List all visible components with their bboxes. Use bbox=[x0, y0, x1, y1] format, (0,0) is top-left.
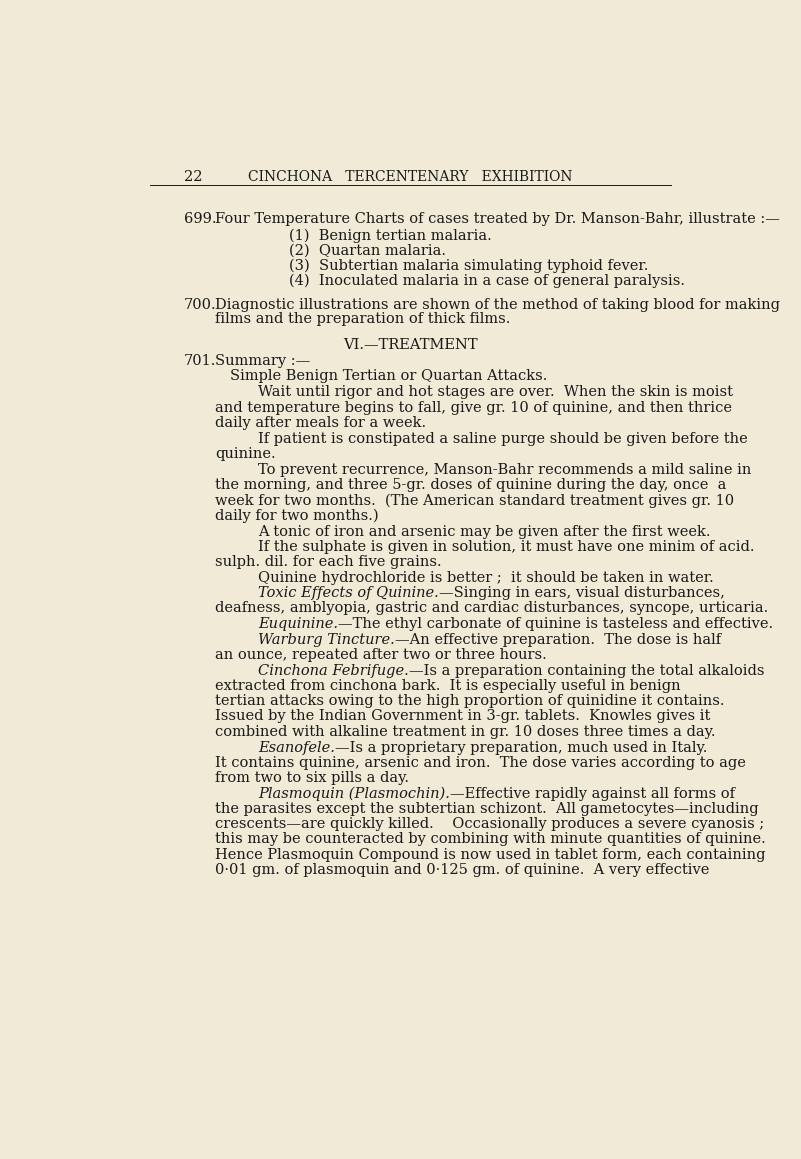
Text: this may be counteracted by combining with minute quantities of quinine.: this may be counteracted by combining wi… bbox=[215, 832, 766, 846]
Text: If patient is constipated a saline purge should be given before the: If patient is constipated a saline purge… bbox=[259, 432, 748, 446]
Text: If the sulphate is given in solution, it must have one minim of acid.: If the sulphate is given in solution, it… bbox=[259, 540, 755, 554]
Text: CINCHONA   TERCENTENARY   EXHIBITION: CINCHONA TERCENTENARY EXHIBITION bbox=[248, 170, 573, 184]
Text: daily after meals for a week.: daily after meals for a week. bbox=[215, 416, 426, 430]
Text: Esanofele.: Esanofele. bbox=[259, 741, 336, 755]
Text: Summary :—: Summary :— bbox=[215, 355, 310, 369]
Text: —Is a preparation containing the total alkaloids: —Is a preparation containing the total a… bbox=[409, 664, 765, 678]
Text: Toxic Effects of Quinine.: Toxic Effects of Quinine. bbox=[259, 586, 439, 600]
Text: (2)  Quartan malaria.: (2) Quartan malaria. bbox=[289, 243, 446, 257]
Text: 0·01 gm. of plasmoquin and 0·125 gm. of quinine.  A very effective: 0·01 gm. of plasmoquin and 0·125 gm. of … bbox=[215, 862, 710, 877]
Text: from two to six pills a day.: from two to six pills a day. bbox=[215, 771, 409, 785]
Text: daily for two months.): daily for two months.) bbox=[215, 509, 379, 523]
Text: an ounce, repeated after two or three hours.: an ounce, repeated after two or three ho… bbox=[215, 648, 547, 662]
Text: Issued by the Indian Government in 3-gr. tablets.  Knowles gives it: Issued by the Indian Government in 3-gr.… bbox=[215, 709, 710, 723]
Text: Hence Plasmoquin Compound is now used in tablet form, each containing: Hence Plasmoquin Compound is now used in… bbox=[215, 847, 766, 861]
Text: crescents—are quickly killed.    Occasionally produces a severe cyanosis ;: crescents—are quickly killed. Occasional… bbox=[215, 817, 764, 831]
Text: 22: 22 bbox=[184, 170, 203, 184]
Text: (4)  Inoculated malaria in a case of general paralysis.: (4) Inoculated malaria in a case of gene… bbox=[289, 274, 686, 289]
Text: —The ethyl carbonate of quinine is tasteless and effective.: —The ethyl carbonate of quinine is taste… bbox=[339, 618, 774, 632]
Text: A tonic of iron and arsenic may be given after the first week.: A tonic of iron and arsenic may be given… bbox=[259, 525, 711, 539]
Text: 701.: 701. bbox=[184, 355, 216, 369]
Text: (1)  Benign tertian malaria.: (1) Benign tertian malaria. bbox=[289, 228, 492, 242]
Text: Four Temperature Charts of cases treated by Dr. Manson-Bahr, illustrate :—: Four Temperature Charts of cases treated… bbox=[215, 212, 780, 226]
Text: Simple Benign Tertian or Quartan Attacks.: Simple Benign Tertian or Quartan Attacks… bbox=[231, 370, 548, 384]
Text: Cinchona Febrifuge.: Cinchona Febrifuge. bbox=[259, 664, 409, 678]
Text: 700.: 700. bbox=[184, 298, 216, 312]
Text: Plasmoquin (Plasmochin).: Plasmoquin (Plasmochin). bbox=[259, 787, 450, 801]
Text: Quinine hydrochloride is better ;  it should be taken in water.: Quinine hydrochloride is better ; it sho… bbox=[259, 571, 714, 585]
Text: and temperature begins to fall, give gr. 10 of quinine, and then thrice: and temperature begins to fall, give gr.… bbox=[215, 401, 732, 415]
Text: To prevent recurrence, Manson-Bahr recommends a mild saline in: To prevent recurrence, Manson-Bahr recom… bbox=[259, 464, 752, 478]
Text: —Is a proprietary preparation, much used in Italy.: —Is a proprietary preparation, much used… bbox=[336, 741, 707, 755]
Text: week for two months.  (The American standard treatment gives gr. 10: week for two months. (The American stand… bbox=[215, 494, 734, 508]
Text: extracted from cinchona bark.  It is especially useful in benign: extracted from cinchona bark. It is espe… bbox=[215, 679, 681, 693]
Text: 699.: 699. bbox=[184, 212, 216, 226]
Text: It contains quinine, arsenic and iron.  The dose varies according to age: It contains quinine, arsenic and iron. T… bbox=[215, 756, 746, 770]
Text: tertian attacks owing to the high proportion of quinidine it contains.: tertian attacks owing to the high propor… bbox=[215, 694, 724, 708]
Text: sulph. dil. for each five grains.: sulph. dil. for each five grains. bbox=[215, 555, 441, 569]
Text: VI.—TREATMENT: VI.—TREATMENT bbox=[343, 338, 478, 352]
Text: combined with alkaline treatment in gr. 10 doses three times a day.: combined with alkaline treatment in gr. … bbox=[215, 724, 715, 738]
Text: —Singing in ears, visual disturbances,: —Singing in ears, visual disturbances, bbox=[439, 586, 725, 600]
Text: the morning, and three 5-gr. doses of quinine during the day, once  a: the morning, and three 5-gr. doses of qu… bbox=[215, 479, 727, 493]
Text: films and the preparation of thick films.: films and the preparation of thick films… bbox=[215, 312, 510, 326]
Text: —Effective rapidly against all forms of: —Effective rapidly against all forms of bbox=[450, 787, 735, 801]
Text: Wait until rigor and hot stages are over.  When the skin is moist: Wait until rigor and hot stages are over… bbox=[259, 386, 734, 400]
Text: Euquinine.: Euquinine. bbox=[259, 618, 339, 632]
Text: quinine.: quinine. bbox=[215, 447, 276, 461]
Text: Diagnostic illustrations are shown of the method of taking blood for making: Diagnostic illustrations are shown of th… bbox=[215, 298, 780, 312]
Text: Warburg Tincture.: Warburg Tincture. bbox=[259, 633, 395, 647]
Text: —An effective preparation.  The dose is half: —An effective preparation. The dose is h… bbox=[395, 633, 721, 647]
Text: deafness, amblyopia, gastric and cardiac disturbances, syncope, urticaria.: deafness, amblyopia, gastric and cardiac… bbox=[215, 602, 768, 615]
Text: the parasites except the subtertian schizont.  All gametocytes—including: the parasites except the subtertian schi… bbox=[215, 802, 759, 816]
Text: (3)  Subtertian malaria simulating typhoid fever.: (3) Subtertian malaria simulating typhoi… bbox=[289, 258, 649, 274]
